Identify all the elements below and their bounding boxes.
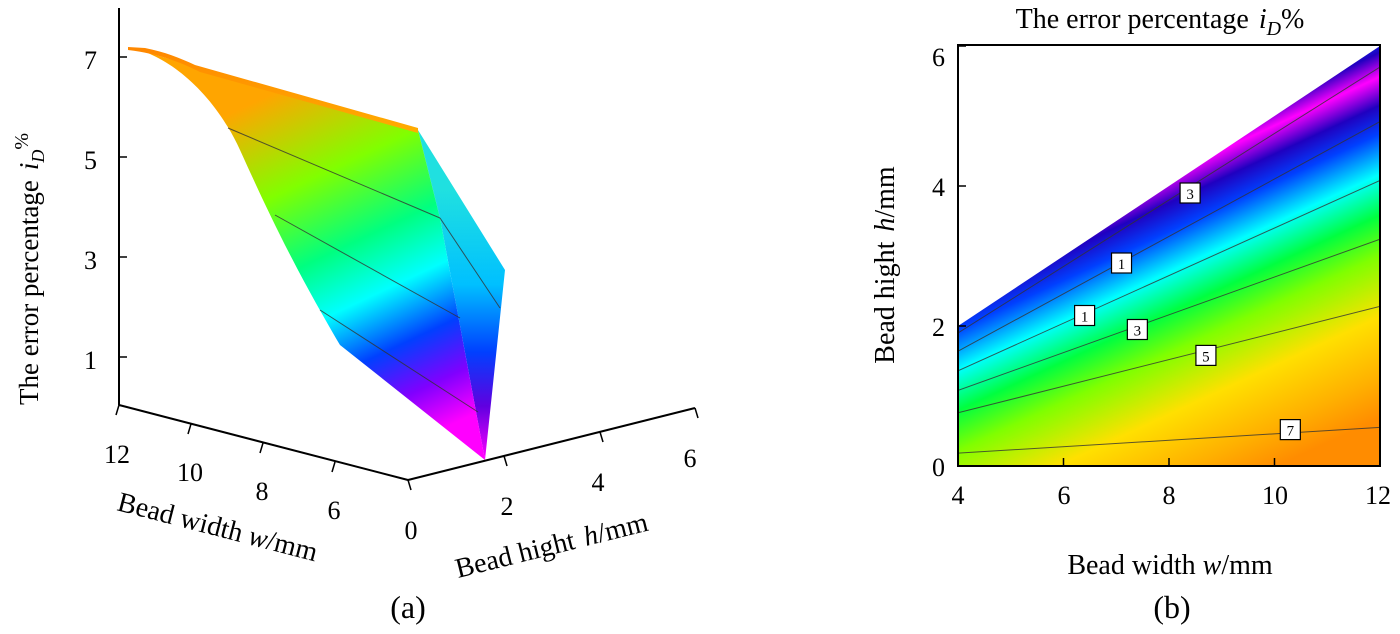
b-contour-label: 1: [1073, 304, 1096, 327]
a-height-tick-label: 0: [405, 516, 418, 545]
a-contour-line: [319, 309, 479, 413]
b-x-tick-label: 4: [952, 481, 965, 510]
b-contour-line-1: [958, 179, 1380, 372]
b-contour-label-box: [1110, 252, 1133, 274]
b-y-tick-label: 6: [932, 43, 945, 72]
b-chart-title: The error percentage iD%: [1016, 4, 1305, 40]
a-z-tick-label: 5: [84, 146, 97, 175]
b-contour-labels: 3 1 1 3 5 7: [1073, 182, 1301, 441]
panel-a-surface-plot: 7 5 3 1 12 10 8 6 0 2 4 6 The error perc…: [11, 8, 699, 625]
a-width-tick-label: 6: [328, 496, 341, 525]
b-x-tick-label: 10: [1262, 481, 1288, 510]
a-z-tick-label: 7: [84, 46, 97, 75]
b-contour-label-box: [1195, 344, 1217, 366]
b-y-tick-label: 2: [932, 313, 945, 342]
b-x-axis-title: Bead width w/mm: [1067, 550, 1273, 581]
a-width-tick-mark: [187, 423, 192, 435]
a-height-tick-mark: [599, 431, 604, 443]
b-contour-label: 3: [1126, 318, 1148, 341]
b-x-tick-label: 12: [1365, 481, 1391, 510]
a-height-axis-title: Bead highth/mm: [452, 507, 651, 585]
b-contour-lines: [958, 66, 1380, 454]
a-height-axis-line: [407, 407, 696, 481]
a-contour-line: [274, 214, 461, 319]
b-contour-line-7: [958, 426, 1380, 454]
b-contour-label-text: 1: [1081, 310, 1089, 326]
a-surface-right-wall: [418, 130, 505, 460]
a-height-tick-mark: [503, 455, 508, 467]
b-contour-label-text: 7: [1287, 424, 1295, 440]
b-contour-label-box: [1073, 304, 1096, 327]
a-width-tick-label: 10: [177, 458, 203, 487]
a-height-tick-label: 4: [592, 468, 605, 497]
b-contour-line-5: [958, 305, 1380, 414]
b-contour-line-1: [958, 121, 1380, 352]
b-panel-label: (b): [1153, 589, 1190, 625]
a-width-tick-mark: [259, 442, 264, 454]
b-contour-label: 5: [1195, 344, 1217, 366]
a-height-tick-mark: [694, 407, 699, 419]
b-contour-label-text: 1: [1118, 257, 1126, 273]
a-width-axis-line: [118, 404, 409, 481]
b-contour-label: 7: [1279, 419, 1301, 441]
b-contour-line-3: [958, 238, 1380, 391]
a-z-tick-label: 1: [84, 346, 97, 375]
b-y-tick-label: 4: [932, 173, 945, 202]
a-height-tick-label: 6: [684, 444, 697, 473]
a-contour-line: [439, 217, 501, 309]
b-contour-label-text: 3: [1134, 324, 1142, 340]
b-contour-label-text: 5: [1202, 349, 1210, 365]
b-contour-label: 3: [1179, 182, 1201, 204]
b-contour-label-box: [1126, 318, 1148, 341]
a-surface-ridge: [128, 47, 418, 133]
a-z-tick-label: 3: [84, 246, 97, 275]
a-width-tick-mark: [331, 461, 336, 473]
panel-b-contour-plot: 3 1 1 3 5 7 0 2 4 6 4 6 8 10 12 The error per…: [870, 4, 1391, 625]
a-width-axis-title: Bead widthw/mm: [114, 487, 321, 568]
a-width-tick-mark: [115, 404, 120, 416]
a-height-tick-mark: [407, 479, 412, 491]
b-contour-label-box: [1279, 419, 1301, 441]
b-y-tick-label: 0: [932, 453, 945, 482]
a-z-axis-title: The error percentageiD%: [11, 133, 48, 405]
a-contour-line: [227, 127, 441, 219]
b-filled-contour-region: [958, 46, 1380, 466]
a-tick-marks: [115, 56, 699, 491]
a-panel-label: (a): [390, 589, 426, 625]
b-tick-marks: [957, 45, 1381, 467]
b-contour-line-3: [958, 66, 1380, 334]
b-contour-label-box: [1179, 182, 1201, 204]
a-height-tick-label: 2: [501, 492, 514, 521]
b-contour-label-text: 3: [1186, 187, 1194, 203]
b-contour-label: 1: [1110, 252, 1133, 274]
b-x-tick-label: 6: [1058, 481, 1071, 510]
b-x-tick-label: 8: [1163, 481, 1176, 510]
a-surface-main-face: [128, 47, 485, 460]
b-y-axis-title: Bead highth/mm: [870, 166, 901, 364]
a-width-tick-label: 8: [256, 477, 269, 506]
a-width-tick-label: 12: [104, 440, 130, 469]
